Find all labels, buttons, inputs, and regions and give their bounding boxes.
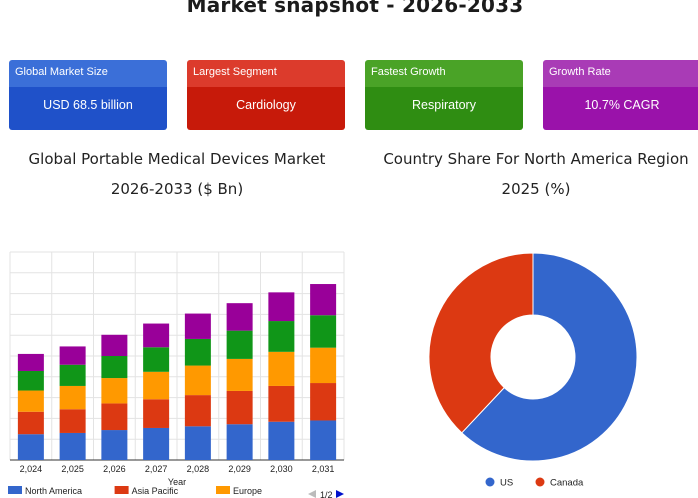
bar-segment: [184, 338, 211, 366]
legend-dot: [485, 477, 495, 487]
x-tick-label: 2,024: [20, 464, 43, 474]
bar-segment: [143, 323, 170, 348]
donut-slice: [461, 252, 638, 462]
market-size-card-label: Global Market Size: [9, 60, 167, 87]
growth-rate-card-label: Growth Rate: [543, 60, 698, 87]
donut-chart-title: Country Share For North America Region 2…: [368, 144, 698, 204]
bar-segment: [101, 356, 128, 379]
x-tick-label: 2,029: [228, 464, 251, 474]
bar-segment: [310, 347, 337, 384]
bar-segment: [226, 303, 253, 331]
bar-segment: [268, 421, 295, 460]
bar-chart-title-line2: 2026-2033 ($ Bn): [110, 180, 244, 198]
bar-segment: [59, 409, 86, 433]
legend-swatch: [8, 486, 22, 494]
legend-label: Asia Pacific: [132, 486, 179, 496]
legend-swatch: [114, 486, 129, 494]
bar-segment: [184, 426, 211, 460]
bar-segment: [226, 358, 253, 391]
bar-segment: [184, 365, 211, 396]
bar-segment: [268, 292, 295, 322]
bar-segment: [268, 321, 295, 352]
bar-segment: [17, 411, 44, 435]
bar-segment: [59, 432, 86, 460]
market-size-card: Global Market Size USD 68.5 billion: [9, 60, 167, 130]
bar-segment: [59, 364, 86, 386]
bar-segment: [101, 403, 128, 431]
legend-swatch: [216, 486, 230, 494]
bar-segment: [184, 395, 211, 427]
x-tick-label: 2,027: [145, 464, 168, 474]
bar-segment: [17, 353, 44, 371]
largest-segment-card: Largest Segment Cardiology: [187, 60, 345, 130]
legend-label: North America: [25, 486, 82, 496]
legend-prev-icon: [308, 490, 316, 498]
bar-segment: [226, 390, 253, 425]
bar-segment: [310, 420, 337, 460]
bar-segment: [101, 430, 128, 460]
bar-segment: [101, 378, 128, 404]
fastest-growth-card-label: Fastest Growth: [365, 60, 523, 87]
legend-label: Europe: [233, 486, 262, 496]
bar-segment: [310, 315, 337, 348]
fastest-growth-card-value: Respiratory: [365, 87, 523, 130]
bar-segment: [59, 346, 86, 365]
donut-chart-title-line1: Country Share For North America Region: [383, 150, 689, 168]
bar-segment: [17, 434, 44, 460]
legend-label: US: [500, 478, 513, 489]
growth-rate-card-value: 10.7% CAGR: [543, 87, 698, 130]
bar-segment: [226, 424, 253, 460]
bar-segment: [268, 385, 295, 422]
bar-segment: [310, 284, 337, 316]
x-tick-label: 2,030: [270, 464, 293, 474]
bar-chart-title: Global Portable Medical Devices Market 2…: [4, 144, 350, 204]
bar-segment: [143, 371, 170, 400]
bar-segment: [101, 334, 128, 356]
donut-chart-title-line2: 2025 (%): [501, 180, 571, 198]
largest-segment-card-label: Largest Segment: [187, 60, 345, 87]
page-title: Market snapshot - 2026-2033: [186, 0, 524, 17]
growth-rate-card: Growth Rate 10.7% CAGR: [543, 60, 698, 130]
x-axis-label: Year: [168, 477, 186, 487]
bar-segment: [310, 383, 337, 421]
bar-segment: [59, 385, 86, 410]
bar-chart-title-line1: Global Portable Medical Devices Market: [28, 150, 326, 168]
legend-page-indicator: 1/2: [320, 490, 333, 498]
legend-label: Canada: [550, 478, 584, 489]
stacked-bar-chart: 2,024 2,025 2,026 2,027 2,028 2,029 2,030 2,031…: [8, 251, 345, 498]
market-size-card-value: USD 68.5 billion: [9, 87, 167, 130]
donut-chart: US Canada: [428, 252, 638, 489]
bar-segment: [17, 390, 44, 412]
legend-next-icon: [336, 490, 344, 498]
donut-slice: [428, 252, 534, 434]
bar-segment: [268, 351, 295, 386]
largest-segment-card-value: Cardiology: [187, 87, 345, 130]
bar-segment: [184, 313, 211, 339]
fastest-growth-card: Fastest Growth Respiratory: [365, 60, 523, 130]
x-tick-label: 2,031: [312, 464, 335, 474]
bar-segment: [143, 347, 170, 372]
bar-segment: [226, 330, 253, 359]
x-tick-label: 2,025: [61, 464, 84, 474]
bar-segment: [143, 399, 170, 428]
bar-segment: [17, 370, 44, 391]
x-tick-label: 2,028: [187, 464, 210, 474]
legend-dot: [535, 477, 545, 487]
x-tick-label: 2,026: [103, 464, 126, 474]
bar-segment: [143, 427, 170, 460]
